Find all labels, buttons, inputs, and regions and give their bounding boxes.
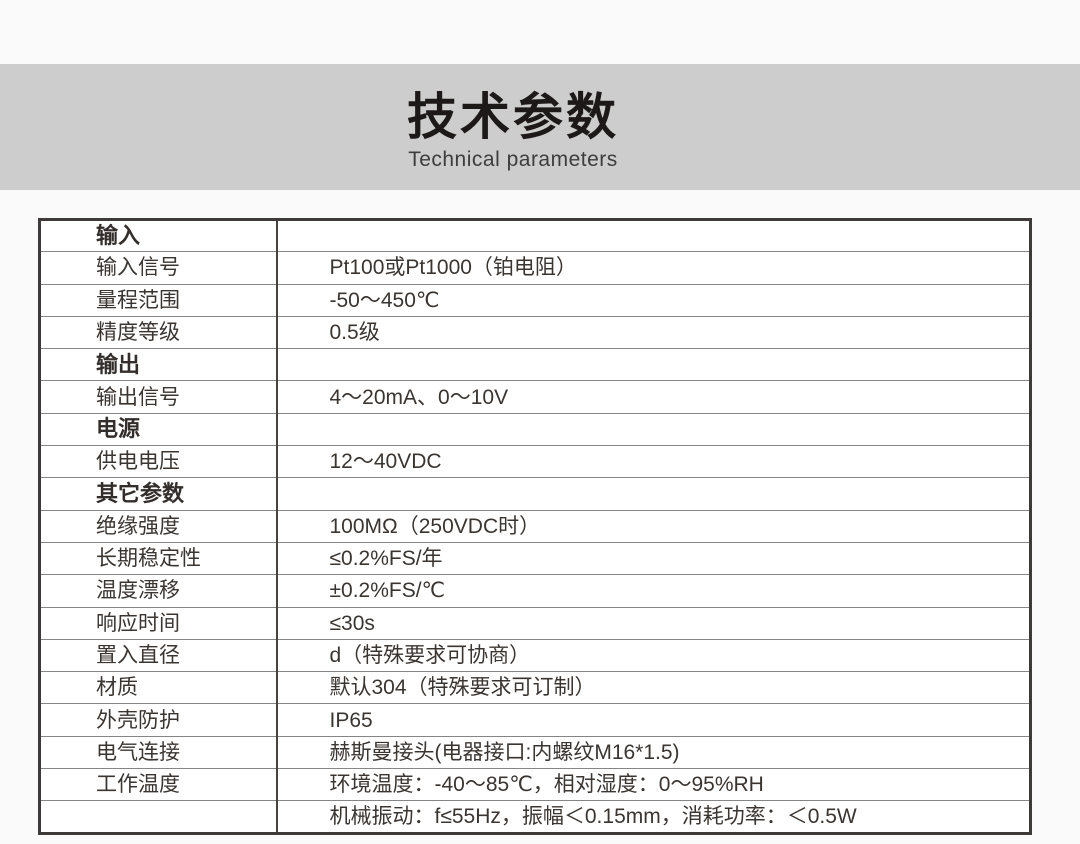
table-row: 长期稳定性 ≤0.2%FS/年 bbox=[39, 541, 1031, 575]
parameter-name: 长期稳定性 bbox=[39, 541, 278, 575]
parameter-name: 外壳防护 bbox=[39, 703, 278, 737]
page-title: 技术参数 bbox=[407, 89, 619, 145]
parameter-name: 输出信号 bbox=[39, 380, 278, 414]
table-row: 其它参数 bbox=[39, 477, 1031, 511]
parameter-value: 4～20mA、0～10V bbox=[276, 380, 1031, 414]
parameter-name: 输入信号 bbox=[39, 251, 278, 285]
parameter-value bbox=[277, 220, 1031, 252]
table-row: 输出信号 4～20mA、0～10V bbox=[39, 380, 1031, 414]
parameter-name: 供电电压 bbox=[39, 445, 278, 478]
table-row: 机械振动：f≤55Hz，振幅＜0.15mm，消耗功率：＜0.5W bbox=[39, 800, 1031, 834]
parameter-value: 默认304（特殊要求可订制） bbox=[276, 671, 1031, 704]
table-row: 响应时间 ≤30s bbox=[39, 606, 1031, 640]
parameter-name: 置入直径 bbox=[39, 638, 278, 672]
parameter-name: 响应时间 bbox=[39, 606, 278, 640]
parameter-name: 电气连接 bbox=[39, 735, 278, 769]
parameter-name: 温度漂移 bbox=[39, 574, 278, 608]
parameter-name: 电源 bbox=[39, 412, 278, 446]
header-banner: 技术参数 Technical parameters bbox=[0, 64, 1080, 190]
parameter-name: 绝缘强度 bbox=[39, 509, 278, 543]
parameter-value: 100MΩ（250VDC时） bbox=[276, 509, 1031, 543]
parameter-name: 材质 bbox=[39, 671, 278, 704]
parameter-value: 环境温度：-40～85℃，相对湿度：0～95%RH bbox=[276, 768, 1031, 801]
table-row: 电源 bbox=[39, 412, 1031, 446]
parameter-name: 输出 bbox=[39, 348, 278, 381]
parameter-value: ≤30s bbox=[276, 606, 1031, 640]
parameter-value: ±0.2%FS/℃ bbox=[276, 574, 1031, 608]
parameter-name: 精度等级 bbox=[39, 315, 278, 349]
table-row: 温度漂移 ±0.2%FS/℃ bbox=[39, 574, 1031, 608]
parameter-value: 机械振动：f≤55Hz，振幅＜0.15mm，消耗功率：＜0.5W bbox=[276, 800, 1031, 834]
table-row: 材质 默认304（特殊要求可订制） bbox=[39, 671, 1031, 704]
technical-parameters-table: 输入 输入信号 Pt100或Pt1000（铂电阻） 量程范围 -50～450℃ … bbox=[38, 218, 1032, 835]
parameter-value: -50～450℃ bbox=[276, 283, 1031, 317]
parameter-value: 0.5级 bbox=[276, 315, 1031, 349]
parameter-name: 量程范围 bbox=[39, 283, 278, 317]
table-row: 输入 bbox=[39, 219, 1031, 252]
table-row: 置入直径 d（特殊要求可协商） bbox=[39, 638, 1031, 672]
header-title-block: 技术参数 Technical parameters bbox=[0, 64, 1053, 190]
table-row: 工作温度 环境温度：-40～85℃，相对湿度：0～95%RH bbox=[39, 768, 1031, 801]
table-row: 电气连接 赫斯曼接头(电器接口:内螺纹M16*1.5) bbox=[39, 735, 1031, 769]
parameter-value: Pt100或Pt1000（铂电阻） bbox=[276, 251, 1031, 285]
table-row: 绝缘强度 100MΩ（250VDC时） bbox=[39, 509, 1031, 543]
table-row: 量程范围 -50～450℃ bbox=[39, 283, 1031, 317]
table-body: 输入 输入信号 Pt100或Pt1000（铂电阻） 量程范围 -50～450℃ … bbox=[39, 219, 1031, 834]
parameter-value: 赫斯曼接头(电器接口:内螺纹M16*1.5) bbox=[276, 735, 1031, 769]
table-row: 输入信号 Pt100或Pt1000（铂电阻） bbox=[39, 251, 1031, 285]
table-row: 精度等级 0.5级 bbox=[39, 315, 1031, 349]
page-subtitle: Technical parameters bbox=[408, 148, 618, 171]
parameter-name: 输入 bbox=[39, 219, 278, 252]
parameter-value bbox=[276, 348, 1031, 381]
parameter-name bbox=[39, 800, 278, 834]
parameter-value bbox=[276, 477, 1031, 511]
parameter-name: 工作温度 bbox=[39, 768, 278, 801]
parameter-value: IP65 bbox=[276, 703, 1031, 737]
table-row: 输出 bbox=[39, 348, 1031, 381]
parameter-value: d（特殊要求可协商） bbox=[276, 638, 1031, 672]
table-row: 供电电压 12～40VDC bbox=[39, 445, 1031, 478]
parameter-value bbox=[276, 412, 1031, 446]
parameter-value: 12～40VDC bbox=[276, 445, 1031, 478]
table-row: 外壳防护 IP65 bbox=[39, 703, 1031, 737]
parameter-value: ≤0.2%FS/年 bbox=[276, 541, 1031, 575]
parameter-name: 其它参数 bbox=[39, 477, 278, 511]
